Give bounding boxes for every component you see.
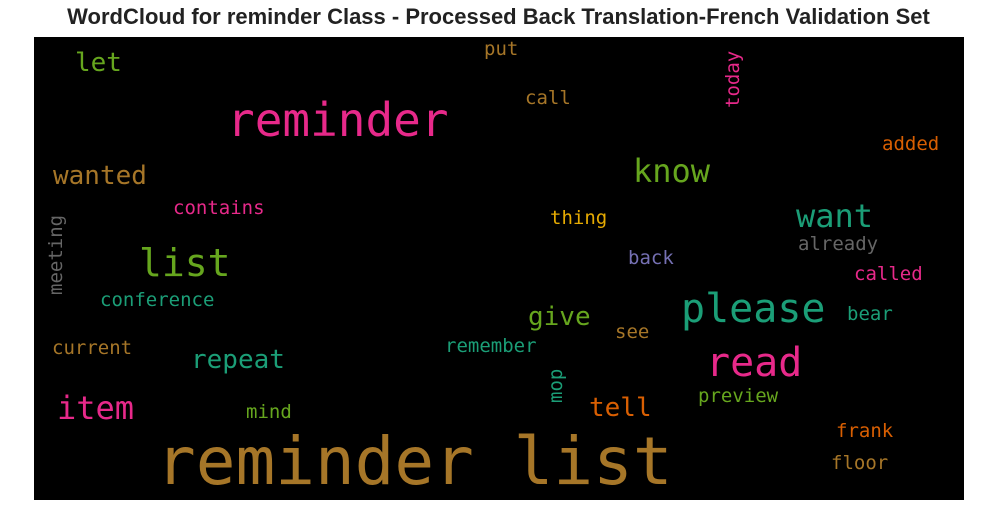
word-please: please <box>681 286 826 332</box>
word-repeat: repeat <box>191 345 285 375</box>
word-give: give <box>528 302 591 332</box>
word-see: see <box>615 321 650 343</box>
word-mind: mind <box>246 401 292 423</box>
word-floor: floor <box>831 452 889 474</box>
word-today: today <box>722 50 744 108</box>
word-reminder-list: reminder list <box>156 423 673 500</box>
word-preview: preview <box>698 385 779 407</box>
word-let: let <box>75 48 122 78</box>
word-put: put <box>484 38 519 60</box>
word-list: list <box>139 241 231 285</box>
word-mop: mop <box>545 368 567 403</box>
word-reminder: reminder <box>227 93 449 147</box>
word-called: called <box>854 263 923 285</box>
word-frank: frank <box>836 420 894 442</box>
word-read: read <box>706 340 803 386</box>
word-item: item <box>57 389 135 427</box>
word-conference: conference <box>100 289 215 311</box>
word-added: added <box>882 133 940 155</box>
chart-title: WordCloud for reminder Class - Processed… <box>67 4 930 29</box>
word-already: already <box>798 233 879 255</box>
wordcloud-canvas: reminder list reminder read please list know w… <box>34 37 964 500</box>
word-remember: remember <box>445 335 537 357</box>
word-want: want <box>796 197 874 235</box>
word-thing: thing <box>550 207 608 229</box>
word-current: current <box>52 337 133 359</box>
word-wanted: wanted <box>53 161 147 191</box>
word-contains: contains <box>173 197 265 219</box>
word-know: know <box>633 152 711 190</box>
word-back: back <box>628 247 674 269</box>
word-meeting: meeting <box>45 214 67 295</box>
word-tell: tell <box>589 393 652 423</box>
word-call: call <box>525 87 571 109</box>
word-bear: bear <box>847 303 893 325</box>
